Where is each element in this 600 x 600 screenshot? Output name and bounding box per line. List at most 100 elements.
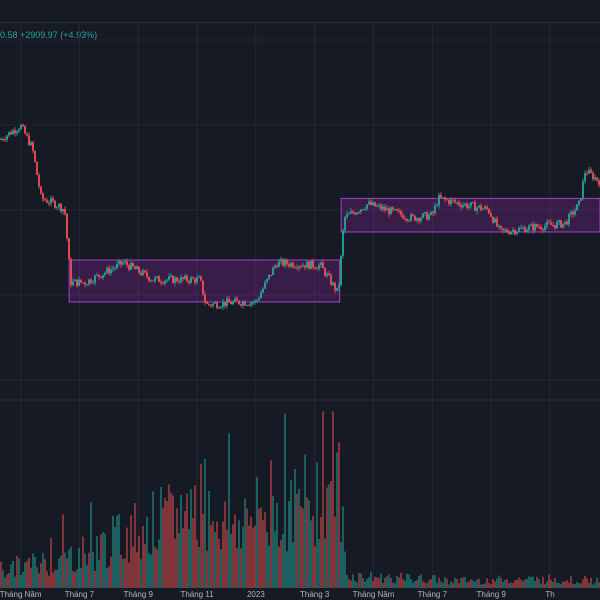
volume-bar xyxy=(264,511,266,588)
volume-bar xyxy=(104,533,106,588)
candle-body xyxy=(212,303,214,306)
volume-bar xyxy=(206,550,208,588)
volume-bar xyxy=(370,571,372,588)
candle-body xyxy=(466,203,468,208)
volume-bar xyxy=(416,580,418,588)
candle-body xyxy=(460,205,462,208)
candle-body xyxy=(378,205,380,207)
candle-body xyxy=(78,279,80,286)
candle-body xyxy=(596,177,598,181)
volume-bar xyxy=(102,532,104,588)
candle-body xyxy=(304,265,306,268)
volume-bar xyxy=(100,534,102,588)
volume-bar xyxy=(284,413,286,588)
candle-body xyxy=(412,214,414,216)
volume-bar xyxy=(528,576,530,588)
candle-body xyxy=(96,274,98,276)
volume-bar xyxy=(404,580,406,588)
volume-bar xyxy=(436,583,438,588)
candle-body xyxy=(6,135,8,140)
candle-body xyxy=(314,267,316,269)
candle-body xyxy=(218,307,220,309)
candle-body xyxy=(524,227,526,233)
volume-bar xyxy=(12,560,14,588)
volume-bar xyxy=(56,569,58,588)
candle-body xyxy=(232,301,234,305)
candle-body xyxy=(444,197,446,200)
candle-body xyxy=(112,268,114,270)
candle-body xyxy=(462,205,464,208)
candle-body xyxy=(356,212,358,215)
volume-bar xyxy=(94,570,96,588)
volume-bar xyxy=(130,515,132,588)
candle-body xyxy=(68,238,70,260)
volume-bar xyxy=(40,563,42,588)
volume-bar xyxy=(266,531,268,588)
candle-body xyxy=(448,199,450,204)
volume-bar xyxy=(176,508,178,588)
volume-bar xyxy=(362,578,364,588)
candle-body xyxy=(214,302,216,304)
volume-bar xyxy=(598,582,600,588)
candle-body xyxy=(86,284,88,286)
candle-body xyxy=(562,223,564,228)
time-axis-label: Tháng 9 xyxy=(476,590,506,599)
candle-body xyxy=(14,130,16,134)
price-candles xyxy=(0,123,600,310)
volume-bar xyxy=(84,553,86,588)
candle-body xyxy=(18,129,20,132)
candle-body xyxy=(322,262,324,269)
volume-bar xyxy=(314,546,316,588)
volume-bar xyxy=(42,553,44,588)
volume-bar xyxy=(80,568,82,588)
volume-bar xyxy=(470,579,472,588)
candle-body xyxy=(354,212,356,215)
candle-body xyxy=(332,282,334,285)
candle-body xyxy=(28,135,30,146)
candle-body xyxy=(306,261,308,268)
volume-bar xyxy=(220,549,222,588)
volume-bar xyxy=(0,561,2,588)
candle-body xyxy=(440,194,442,198)
candle-body xyxy=(174,277,176,284)
volume-bar xyxy=(386,576,388,588)
time-axis-label: Tháng 11 xyxy=(180,590,214,599)
volume-bar xyxy=(108,566,110,588)
candle-body xyxy=(510,231,512,235)
candle-body xyxy=(186,275,188,281)
candle-body xyxy=(48,202,50,204)
candle-body xyxy=(404,218,406,220)
volume-bar xyxy=(316,462,318,588)
candle-body xyxy=(308,261,310,269)
volume-bar xyxy=(326,487,328,588)
candle-body xyxy=(516,231,518,234)
candle-body xyxy=(432,211,434,214)
volume-bar xyxy=(462,577,464,588)
volume-bar xyxy=(588,583,590,588)
time-axis-label: Tháng 3 xyxy=(300,590,330,599)
volume-bar xyxy=(262,519,264,588)
volume-bar xyxy=(218,538,220,588)
candle-body xyxy=(158,276,160,282)
candle-body xyxy=(464,203,466,206)
candle-body xyxy=(420,217,422,222)
candle-body xyxy=(294,267,296,269)
candle-body xyxy=(144,270,146,273)
volume-bar xyxy=(532,576,534,588)
candle-body xyxy=(88,279,90,285)
volume-bar xyxy=(408,574,410,588)
volume-bar xyxy=(548,574,550,588)
candle-body xyxy=(120,261,122,265)
volume-bar xyxy=(374,576,376,588)
candle-body xyxy=(422,213,424,218)
volume-bar xyxy=(18,558,20,588)
candle-body xyxy=(474,202,476,211)
volume-bar xyxy=(308,500,310,588)
volume-bar xyxy=(110,556,112,588)
volume-bar xyxy=(54,569,56,588)
volume-bar xyxy=(64,552,66,588)
candle-body xyxy=(316,268,318,270)
candle-body xyxy=(114,267,116,269)
